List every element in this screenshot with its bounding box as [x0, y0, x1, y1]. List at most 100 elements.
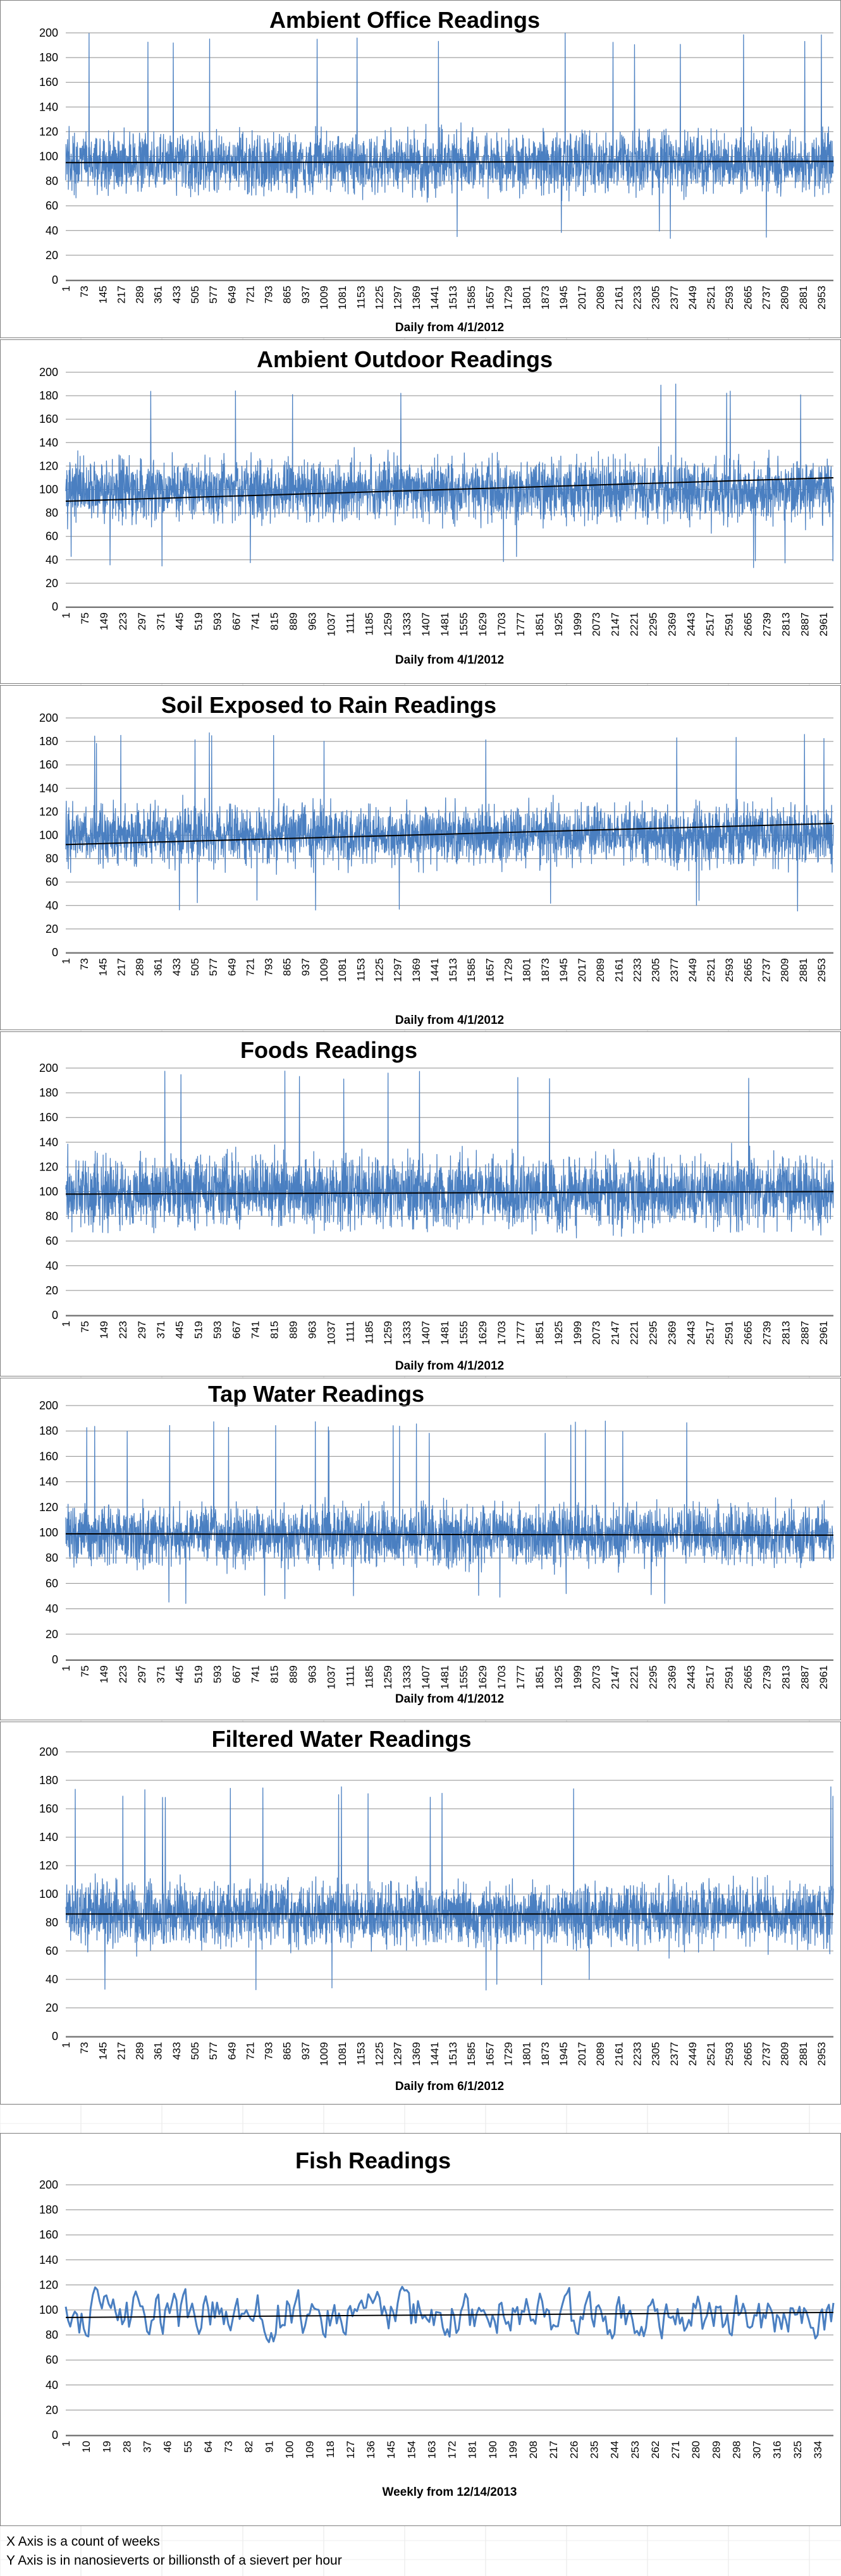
x-tick-label: 445: [174, 1321, 186, 1339]
chart-panel-filtered-water: Filtered Water Readings 0 20 40 60 80 100 120 14…: [0, 1722, 841, 2105]
x-tick-label: 2305: [650, 958, 662, 982]
y-tick-label: 120: [39, 459, 58, 472]
x-tick-label: 1333: [401, 612, 413, 636]
y-tick-label: 60: [46, 876, 58, 889]
x-tick-label: 741: [250, 1665, 262, 1683]
x-tick-label: 109: [304, 2441, 316, 2458]
chart-frame: [0, 2133, 841, 2526]
y-tick-label: 40: [46, 554, 58, 566]
x-tick-label: 1925: [553, 1321, 565, 1345]
x-tick-label: 2739: [761, 1665, 773, 1689]
x-tick-label: 1369: [410, 286, 422, 310]
chart-panel-ambient-outdoor: Ambient Outdoor Readings 0 20 40 60 80 100 120 1…: [0, 339, 841, 684]
trendline: [65, 822, 834, 846]
x-tick-label: 2147: [610, 612, 622, 636]
y-tick-label: 140: [39, 1136, 58, 1148]
y-tick-label: 60: [46, 1945, 58, 1957]
x-tick-label: 963: [306, 612, 318, 630]
x-tick-label: 1481: [439, 612, 451, 636]
y-tick-label: 80: [46, 1552, 58, 1564]
x-tick-label: 1555: [458, 1321, 470, 1345]
x-tick-label: 2953: [816, 2042, 828, 2066]
x-tick-label: 1225: [373, 286, 385, 310]
chart-panel-tap-water: Tap Water Readings 0 20 40 60 80 100 120 140 160 1…: [0, 1378, 841, 1720]
x-tick-label: 1009: [318, 2042, 330, 2066]
y-tick-label: 200: [39, 1746, 58, 1758]
x-tick-label: 2739: [761, 612, 773, 636]
x-tick-label: 73: [78, 2042, 90, 2054]
x-tick-label: 2813: [780, 1665, 792, 1689]
x-tick-label: 82: [243, 2441, 255, 2453]
x-tick-label: 815: [269, 1665, 281, 1683]
x-tick-label: 172: [446, 2441, 458, 2458]
x-tick-label: 889: [287, 1665, 299, 1683]
x-tick-label: 2887: [799, 1665, 811, 1689]
x-tick-label: 1703: [496, 1321, 508, 1345]
x-tick-label: 1297: [392, 286, 404, 310]
y-tick-label: 180: [39, 51, 58, 64]
y-tick-label: 180: [39, 1086, 58, 1099]
x-tick-label: 1: [60, 2042, 72, 2048]
x-tick-label: 2737: [761, 958, 773, 982]
x-tick-label: 217: [548, 2441, 560, 2458]
x-tick-label: 1333: [401, 1321, 413, 1345]
y-tick-label: 140: [39, 436, 58, 449]
x-axis-note: X Axis is a count of weeks: [6, 2534, 160, 2549]
x-tick-label: 2961: [818, 1665, 830, 1689]
x-axis-label: Daily from 4/1/2012: [395, 1359, 504, 1373]
x-tick-label: 2089: [594, 2042, 606, 2066]
x-tick-label: 433: [171, 958, 183, 976]
x-tick-label: 2517: [704, 1321, 716, 1345]
y-tick-label: 180: [39, 389, 58, 402]
x-tick-label: 2073: [591, 612, 603, 636]
x-tick-label: 361: [152, 286, 164, 303]
y-tick-label: 40: [46, 1973, 58, 1986]
y-tick-label: 60: [46, 200, 58, 212]
x-tick-label: 1: [60, 958, 72, 964]
x-tick-label: 1945: [558, 958, 570, 982]
y-tick-label: 60: [46, 1577, 58, 1589]
x-tick-label: 1111: [344, 1321, 356, 1342]
x-tick-label: 1259: [382, 612, 394, 636]
x-tick-label: 577: [207, 2042, 219, 2060]
x-tick-label: 289: [134, 286, 146, 303]
x-tick-label: 1407: [420, 1665, 432, 1689]
x-tick-label: 2443: [685, 612, 697, 636]
x-tick-label: 721: [244, 2042, 256, 2060]
x-axis-label: Weekly from 12/14/2013: [382, 2486, 517, 2499]
x-tick-label: 2221: [629, 1665, 641, 1689]
x-tick-label: 2591: [723, 1321, 735, 1345]
x-tick-label: 1081: [336, 286, 348, 310]
x-tick-label: 1999: [572, 1321, 584, 1345]
x-tick-label: 1777: [515, 1665, 527, 1689]
y-tick-label: 140: [39, 1831, 58, 1844]
x-tick-label: 149: [98, 1665, 110, 1683]
x-tick-label: 2147: [610, 1321, 622, 1345]
y-tick-label: 100: [39, 1186, 58, 1198]
x-tick-label: 75: [79, 612, 91, 624]
x-tick-label: 1851: [534, 612, 546, 636]
trendline: [65, 161, 834, 164]
x-tick-label: 298: [730, 2441, 742, 2458]
x-tick-label: 1185: [363, 1321, 375, 1344]
chart-frame: [0, 1722, 841, 2105]
x-tick-label: 1441: [429, 958, 441, 982]
x-tick-label: 1925: [553, 1665, 565, 1689]
y-tick-label: 0: [52, 600, 58, 613]
x-tick-label: 2221: [629, 612, 641, 636]
x-tick-label: 1513: [447, 958, 459, 982]
x-tick-label: 1: [60, 1665, 72, 1671]
x-tick-label: 1153: [355, 958, 367, 981]
x-tick-label: 2887: [799, 1321, 811, 1345]
x-tick-label: 1185: [363, 612, 375, 636]
x-tick-label: 73: [78, 286, 90, 298]
x-tick-label: 505: [189, 2042, 201, 2060]
x-tick-label: 2449: [687, 286, 699, 310]
x-tick-label: 1: [60, 2441, 72, 2446]
x-tick-label: 1629: [477, 1665, 489, 1689]
trendline: [65, 477, 834, 502]
y-tick-label: 120: [39, 1859, 58, 1872]
x-tick-label: 505: [189, 958, 201, 976]
x-tick-label: 1873: [539, 958, 551, 982]
x-tick-label: 1259: [382, 1665, 394, 1689]
